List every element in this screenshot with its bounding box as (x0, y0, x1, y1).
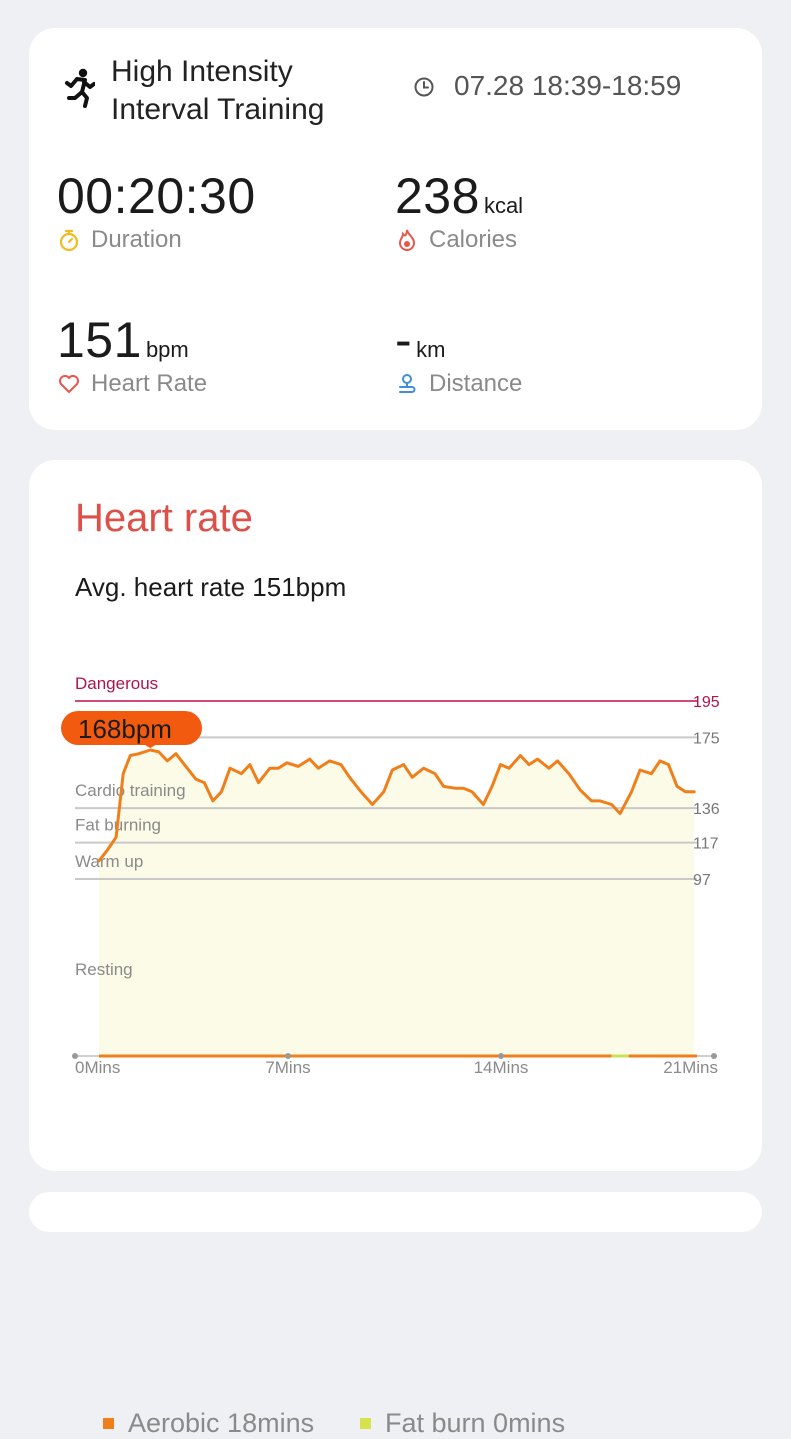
heart-rate-line (97, 748, 696, 863)
workout-summary-card: High Intensity Interval Training 07.28 1… (29, 28, 762, 430)
x-tick-dot-0 (72, 1053, 78, 1059)
distance-value: - (395, 312, 413, 368)
zone-label-dangerous: Dangerous (75, 674, 158, 693)
stopwatch-icon (59, 229, 79, 252)
heart-rate-card: Heart rate Avg. heart rate 151bpm 195 Dan… (29, 460, 762, 1438)
zone-threshold-cardio-training: 136 (693, 801, 720, 818)
distance-label: Distance (429, 370, 523, 397)
legend-aerobic: Aerobic 18mins (103, 1408, 314, 1439)
zone-label-warm-up: Warm up (75, 852, 143, 871)
distance-unit: km (416, 337, 446, 362)
max-heart-rate-label: 168bpm (78, 714, 172, 744)
x-tick-label-0: 0Mins (75, 1058, 120, 1077)
metric-calories: 238 kcal Calories (395, 168, 523, 254)
x-tick-label-1: 7Mins (265, 1058, 310, 1077)
calories-value: 238 (395, 168, 480, 224)
x-tick-dot-3 (711, 1053, 717, 1059)
clock-icon (414, 77, 434, 97)
heart-rate-chart: 195Dangerous175Anaerobic136Cardio traini… (61, 674, 720, 1077)
route-pin-icon (399, 374, 416, 393)
heart-rate-label: Heart Rate (91, 370, 208, 397)
heart-rate-title: Heart rate (75, 496, 253, 540)
zone-threshold-dangerous: 195 (693, 694, 720, 711)
zone-threshold-warm-up: 97 (693, 872, 711, 889)
zone-label-resting: Resting (75, 960, 133, 979)
duration-label: Duration (91, 226, 182, 253)
x-tick-label-2: 14Mins (474, 1058, 529, 1077)
heart-icon (59, 375, 79, 393)
heart-rate-unit: bpm (145, 337, 189, 362)
next-card-peek (29, 1192, 762, 1232)
x-tick-dot-2 (498, 1053, 504, 1059)
activity-title: High Intensity Interval Training (111, 55, 325, 126)
activity-time-range: 07.28 18:39-18:59 (454, 70, 682, 101)
metric-duration: 00:20:30 Duration (57, 168, 256, 254)
max-badge-pointer (143, 744, 158, 749)
zone-label-cardio-training: Cardio training (75, 781, 186, 800)
legend-fat-burn: Fat burn 0mins (360, 1408, 565, 1439)
heart-rate-area (99, 750, 695, 1056)
running-person-icon (65, 68, 95, 108)
flame-icon (398, 229, 416, 251)
calories-unit: kcal (483, 193, 524, 218)
metric-heart-rate: 151 bpm Heart Rate (57, 312, 207, 398)
x-tick-dot-1 (285, 1053, 291, 1059)
legend-aerobic-label: Aerobic 18mins (128, 1408, 315, 1438)
legend-fat-burn-label: Fat burn 0mins (385, 1408, 566, 1438)
calories-label: Calories (429, 226, 518, 253)
avg-heart-rate-text: Avg. heart rate 151bpm (75, 572, 347, 602)
zone-threshold-anaerobic: 175 (693, 730, 720, 747)
legend-fat-burn-swatch (360, 1418, 371, 1429)
heart-rate-value: 151 (57, 312, 142, 368)
metric-distance: - km Distance (395, 312, 522, 398)
max-heart-rate-badge (61, 711, 202, 745)
duration-value: 00:20:30 (57, 168, 256, 224)
x-tick-label-3: 21Mins (663, 1058, 718, 1077)
zone-threshold-fat-burning: 117 (693, 836, 719, 853)
legend-aerobic-swatch (103, 1418, 114, 1429)
